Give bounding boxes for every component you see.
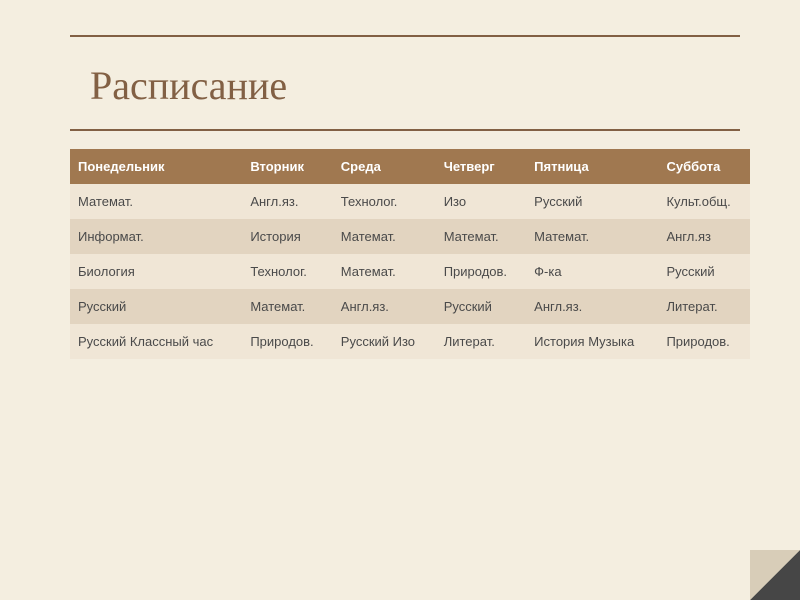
table-cell: Информат.: [70, 219, 242, 254]
table-cell: Технолог.: [242, 254, 332, 289]
table-cell: Изо: [436, 184, 526, 219]
table-row: Информат. История Математ. Математ. Мате…: [70, 219, 750, 254]
table-cell: Русский Изо: [333, 324, 436, 359]
table-cell: Математ.: [333, 219, 436, 254]
table-cell: Русский: [436, 289, 526, 324]
table-cell: Русский: [70, 289, 242, 324]
page-title: Расписание: [90, 62, 740, 109]
table-row: Русский Классный час Природов. Русский И…: [70, 324, 750, 359]
divider-mid: [70, 129, 740, 131]
table-cell: Математ.: [333, 254, 436, 289]
col-header: Суббота: [658, 149, 750, 184]
table-cell: Русский Классный час: [70, 324, 242, 359]
table-cell: Литерат.: [436, 324, 526, 359]
col-header: Пятница: [526, 149, 658, 184]
table-cell: Биология: [70, 254, 242, 289]
table-cell: Англ.яз.: [333, 289, 436, 324]
table-row: Математ. Англ.яз. Технолог. Изо Русский …: [70, 184, 750, 219]
table-cell: Англ.яз.: [526, 289, 658, 324]
table-cell: Математ.: [70, 184, 242, 219]
table-cell: Англ.яз.: [242, 184, 332, 219]
table-cell: Ф-ка: [526, 254, 658, 289]
page-container: Расписание Понедельник Вторник Среда Чет…: [0, 0, 800, 399]
table-cell: Русский: [658, 254, 750, 289]
table-cell: Математ.: [436, 219, 526, 254]
table-cell: Математ.: [242, 289, 332, 324]
table-cell: Англ.яз: [658, 219, 750, 254]
divider-top: [70, 35, 740, 37]
page-fold-inner-icon: [750, 550, 800, 600]
table-cell: Природов.: [242, 324, 332, 359]
col-header: Четверг: [436, 149, 526, 184]
table-cell: Литерат.: [658, 289, 750, 324]
col-header: Понедельник: [70, 149, 242, 184]
table-row: Биология Технолог. Математ. Природов. Ф-…: [70, 254, 750, 289]
table-header-row: Понедельник Вторник Среда Четверг Пятниц…: [70, 149, 750, 184]
table-cell: История: [242, 219, 332, 254]
table-cell: История Музыка: [526, 324, 658, 359]
col-header: Вторник: [242, 149, 332, 184]
table-cell: Природов.: [436, 254, 526, 289]
table-cell: Русский: [526, 184, 658, 219]
table-cell: Технолог.: [333, 184, 436, 219]
table-cell: Математ.: [526, 219, 658, 254]
schedule-table: Понедельник Вторник Среда Четверг Пятниц…: [70, 149, 750, 359]
table-cell: Природов.: [658, 324, 750, 359]
table-cell: Культ.общ.: [658, 184, 750, 219]
table-row: Русский Математ. Англ.яз. Русский Англ.я…: [70, 289, 750, 324]
col-header: Среда: [333, 149, 436, 184]
